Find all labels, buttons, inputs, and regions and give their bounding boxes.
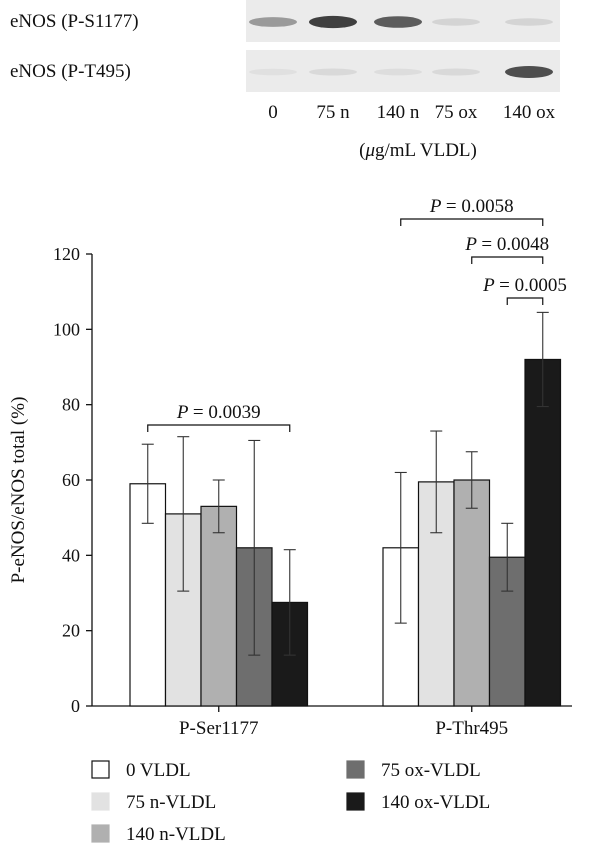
significance-bracket bbox=[506, 297, 544, 305]
legend-swatch bbox=[91, 792, 110, 811]
blot-band-1-3 bbox=[432, 68, 480, 76]
p-value-label: P = 0.0005 bbox=[482, 275, 567, 296]
blot-band-0-3 bbox=[432, 18, 480, 26]
legend-label: 75 n-VLDL bbox=[126, 792, 216, 813]
y-tick-label: 20 bbox=[62, 621, 80, 641]
significance-bracket bbox=[471, 256, 544, 264]
legend-swatch bbox=[346, 792, 365, 811]
bar bbox=[200, 505, 238, 707]
legend-swatch bbox=[91, 824, 110, 843]
blot-band-1-2 bbox=[374, 68, 422, 76]
y-tick-label: 80 bbox=[62, 395, 80, 415]
x-category-label: P-Ser1177 bbox=[179, 718, 259, 739]
blot-row-label-0: eNOS (P-S1177) bbox=[10, 11, 139, 32]
blot-lane-label-2: 140 n bbox=[377, 102, 420, 123]
legend-label: 140 ox-VLDL bbox=[381, 792, 490, 813]
blot-lane-label-0: 0 bbox=[268, 102, 278, 123]
legend-label: 0 VLDL bbox=[126, 760, 191, 781]
y-tick-label: 0 bbox=[71, 696, 80, 716]
y-axis-label: P-eNOS/eNOS total (%) bbox=[8, 397, 29, 584]
y-tick-label: 120 bbox=[53, 244, 80, 264]
blot-lane-label-3: 75 ox bbox=[435, 102, 478, 123]
legend: 0 VLDL 75 n-VLDL 140 n-VLDL 75 ox-VLDL 140 o… bbox=[91, 760, 490, 845]
blot-band-0-1 bbox=[309, 15, 357, 29]
bar-chart: 0 20 40 60 80 100 120 P-eNOS/eNOS total (%) P-Se… bbox=[8, 196, 572, 739]
blot-band-0-4 bbox=[505, 18, 553, 26]
y-tick-label: 60 bbox=[62, 470, 80, 490]
blot-row-label-1: eNOS (P-T495) bbox=[10, 61, 131, 82]
y-tick-label: 100 bbox=[53, 319, 80, 339]
y-tick-label: 40 bbox=[62, 545, 80, 565]
p-value-label: P = 0.0058 bbox=[429, 196, 514, 217]
significance-bracket bbox=[400, 218, 544, 226]
blot-band-0-0 bbox=[249, 17, 297, 27]
blot-band-1-4 bbox=[505, 66, 553, 78]
legend-label: 140 n-VLDL bbox=[126, 824, 226, 845]
blot-band-0-2 bbox=[374, 16, 422, 28]
p-value-label: P = 0.0048 bbox=[464, 234, 549, 255]
legend-label: 75 ox-VLDL bbox=[381, 760, 481, 781]
blot-units-label: (μg/mL VLDL) bbox=[359, 140, 477, 161]
western-blot: eNOS (P-S1177) eNOS (P-T495) 0 75 n 140 n 75 … bbox=[10, 0, 560, 123]
blot-lane-label-4: 140 ox bbox=[503, 102, 556, 123]
significance-bracket bbox=[147, 424, 291, 432]
blot-band-1-0 bbox=[249, 68, 297, 76]
p-value-label: P = 0.0039 bbox=[176, 402, 261, 423]
blot-lane-label-1: 75 n bbox=[316, 102, 350, 123]
legend-swatch bbox=[346, 760, 365, 779]
blot-band-1-1 bbox=[309, 68, 357, 76]
bar bbox=[453, 479, 491, 707]
legend-swatch bbox=[91, 760, 110, 779]
bar bbox=[524, 358, 562, 707]
x-category-label: P-Thr495 bbox=[435, 718, 508, 739]
